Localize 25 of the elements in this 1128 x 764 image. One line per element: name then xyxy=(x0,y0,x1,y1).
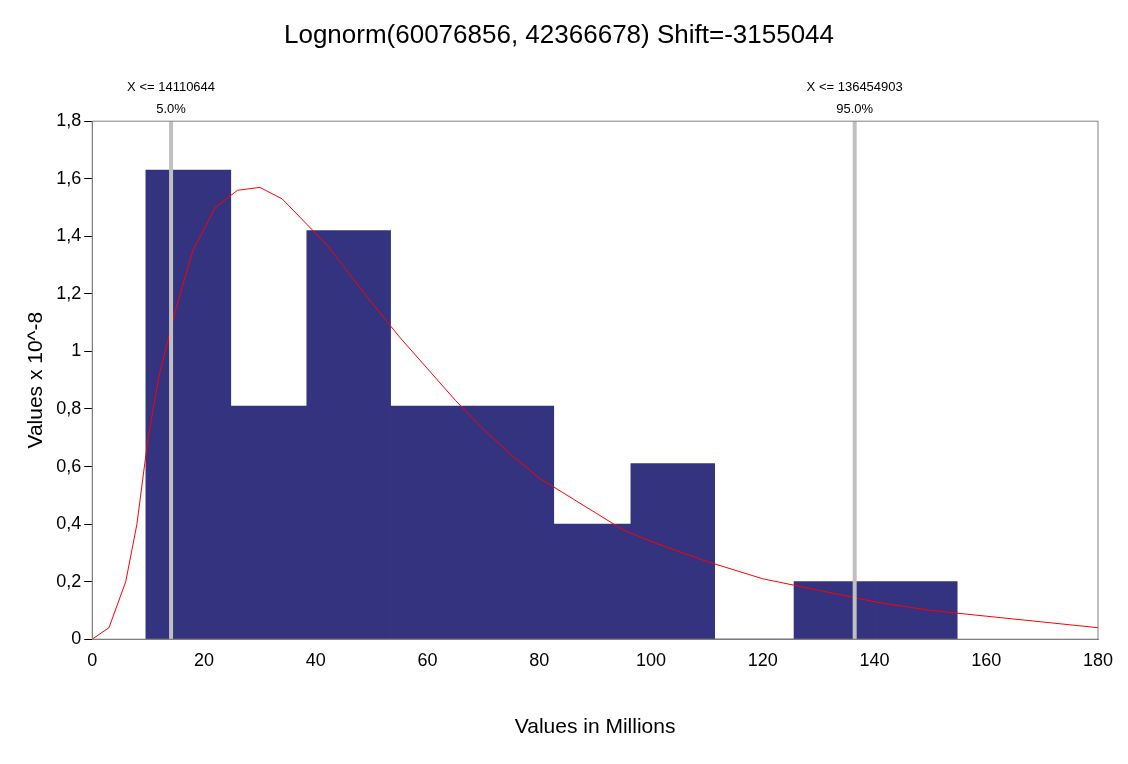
x-tick-label: 100 xyxy=(635,649,667,670)
x-tick-label: 20 xyxy=(193,649,214,670)
x-tick-label: 0 xyxy=(87,649,98,670)
y-tick-label: 1,6 xyxy=(56,167,82,188)
y-tick-label: 1,8 xyxy=(56,110,82,131)
x-tick-label: 120 xyxy=(747,649,778,670)
y-tick-label: 1,4 xyxy=(56,225,82,246)
y-axis-title: Values x 10^-8 xyxy=(23,311,47,449)
ref-line-label: X <= 14110644 5.0% xyxy=(127,79,216,117)
x-tick-label: 40 xyxy=(305,649,326,670)
y-tick-label: 0 xyxy=(71,628,82,649)
x-tick-label: 80 xyxy=(529,649,550,670)
y-tick-label: 0,8 xyxy=(56,397,82,418)
y-tick-label: 0,4 xyxy=(56,513,82,534)
x-tick-label: 180 xyxy=(1082,649,1114,670)
y-tick-label: 1,2 xyxy=(56,282,82,303)
y-tick-label: 0,6 xyxy=(56,455,82,476)
x-tick-label: 140 xyxy=(859,649,890,670)
y-tick-label: 0,2 xyxy=(56,570,82,591)
x-axis-title: Values in Millions xyxy=(514,714,676,738)
chart-title: Lognorm(60076856, 42366678) Shift=-3155044 xyxy=(283,18,835,49)
y-tick-label: 1 xyxy=(71,340,82,361)
x-tick-label: 60 xyxy=(417,649,438,670)
x-tick-label: 160 xyxy=(971,649,1002,670)
ref-line-label: X <= 136454903 95.0% xyxy=(806,79,903,117)
